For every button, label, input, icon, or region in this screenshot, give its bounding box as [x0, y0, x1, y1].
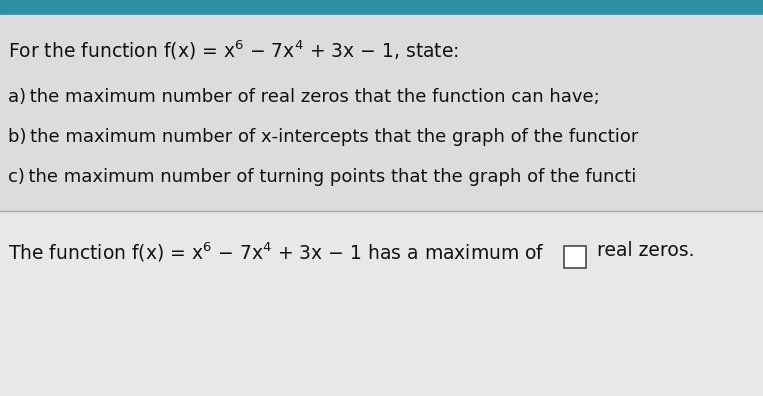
- Bar: [0, 211, 763, 396]
- Bar: [0, 0, 763, 15]
- Text: a) the maximum number of real zeros that the function can have;: a) the maximum number of real zeros that…: [8, 88, 600, 106]
- Text: c) the maximum number of turning points that the graph of the functi: c) the maximum number of turning points …: [8, 168, 636, 186]
- Text: b) the maximum number of x-intercepts that the graph of the functior: b) the maximum number of x-intercepts th…: [8, 128, 639, 146]
- Text: For the function f(x) = x$^{6}$ $-$ 7x$^{4}$ + 3x $-$ 1, state:: For the function f(x) = x$^{6}$ $-$ 7x$^…: [8, 38, 459, 61]
- Bar: [0, 15, 763, 211]
- Text: The function f(x) = x$^{6}$ $-$ 7x$^{4}$ + 3x $-$ 1 has a maximum of: The function f(x) = x$^{6}$ $-$ 7x$^{4}$…: [8, 241, 545, 265]
- Text: real zeros.: real zeros.: [591, 241, 694, 260]
- Bar: [564, 246, 586, 268]
